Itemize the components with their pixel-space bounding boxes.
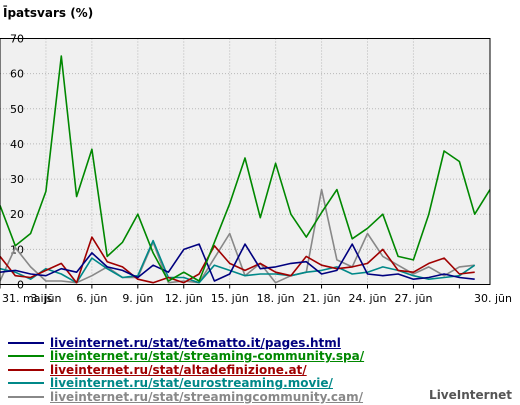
legend-item[interactable]: liveinternet.ru/stat/eurostreaming.movie… xyxy=(8,376,364,391)
legend-item[interactable]: liveinternet.ru/stat/streaming-community… xyxy=(8,349,365,364)
y-tick-label: 40 xyxy=(10,138,24,151)
legend-item[interactable]: liveinternet.ru/stat/altadefinizione.at/ xyxy=(8,363,364,377)
legend-item[interactable]: liveinternet.ru/stat/te6matto.it/pages.h… xyxy=(8,336,364,350)
legend-swatch xyxy=(8,382,44,385)
y-axis-title: Īpatsvars (%) xyxy=(3,6,94,20)
x-tick-label: 9. jūn xyxy=(122,292,153,305)
legend-link[interactable]: liveinternet.ru/stat/te6matto.it/pages.h… xyxy=(50,335,341,350)
legend: liveinternet.ru/stat/te6matto.it/pages.h… xyxy=(8,336,364,404)
plot-frame xyxy=(0,38,491,285)
x-tick-label: 30. jūn xyxy=(474,292,512,305)
legend-link[interactable]: liveinternet.ru/stat/streamingcommunity.… xyxy=(50,389,364,404)
legend-swatch xyxy=(8,368,44,371)
series-line-2 xyxy=(0,236,475,284)
legend-swatch xyxy=(8,341,44,344)
legend-link[interactable]: liveinternet.ru/stat/altadefinizione.at/ xyxy=(50,362,307,377)
x-tick-label: 18. jūn xyxy=(257,292,295,305)
series-lines xyxy=(0,55,491,284)
series-line-0 xyxy=(0,243,475,282)
legend-link[interactable]: liveinternet.ru/stat/eurostreaming.movie… xyxy=(50,376,333,391)
x-tick-label: 6. jūn xyxy=(76,292,107,305)
legend-swatch xyxy=(8,355,44,358)
legend-link[interactable]: liveinternet.ru/stat/streaming-community… xyxy=(50,349,365,364)
series-line-1 xyxy=(0,55,491,282)
x-tick-label: 21. jūn xyxy=(303,292,341,305)
x-tick-label: 31. maijs xyxy=(2,292,53,305)
series-line-3 xyxy=(0,239,476,284)
x-tick-label: 24. jūn xyxy=(349,292,387,305)
y-tick-label: 60 xyxy=(10,68,24,81)
x-tick-label: 3. jūn xyxy=(30,292,61,305)
y-tick-label: 20 xyxy=(10,208,24,221)
legend-item[interactable]: liveinternet.ru/stat/streamingcommunity.… xyxy=(8,390,364,404)
y-tick-label: 30 xyxy=(10,173,24,186)
series-line-4 xyxy=(0,188,475,284)
brand-label: LiveInternet xyxy=(429,388,512,402)
legend-swatch xyxy=(8,395,44,398)
y-tick-label: 50 xyxy=(10,103,24,116)
x-tick-label: 27. jūn xyxy=(394,292,432,305)
x-tick-label: 12. jūn xyxy=(165,292,203,305)
x-tick-label: 15. jūn xyxy=(211,292,249,305)
